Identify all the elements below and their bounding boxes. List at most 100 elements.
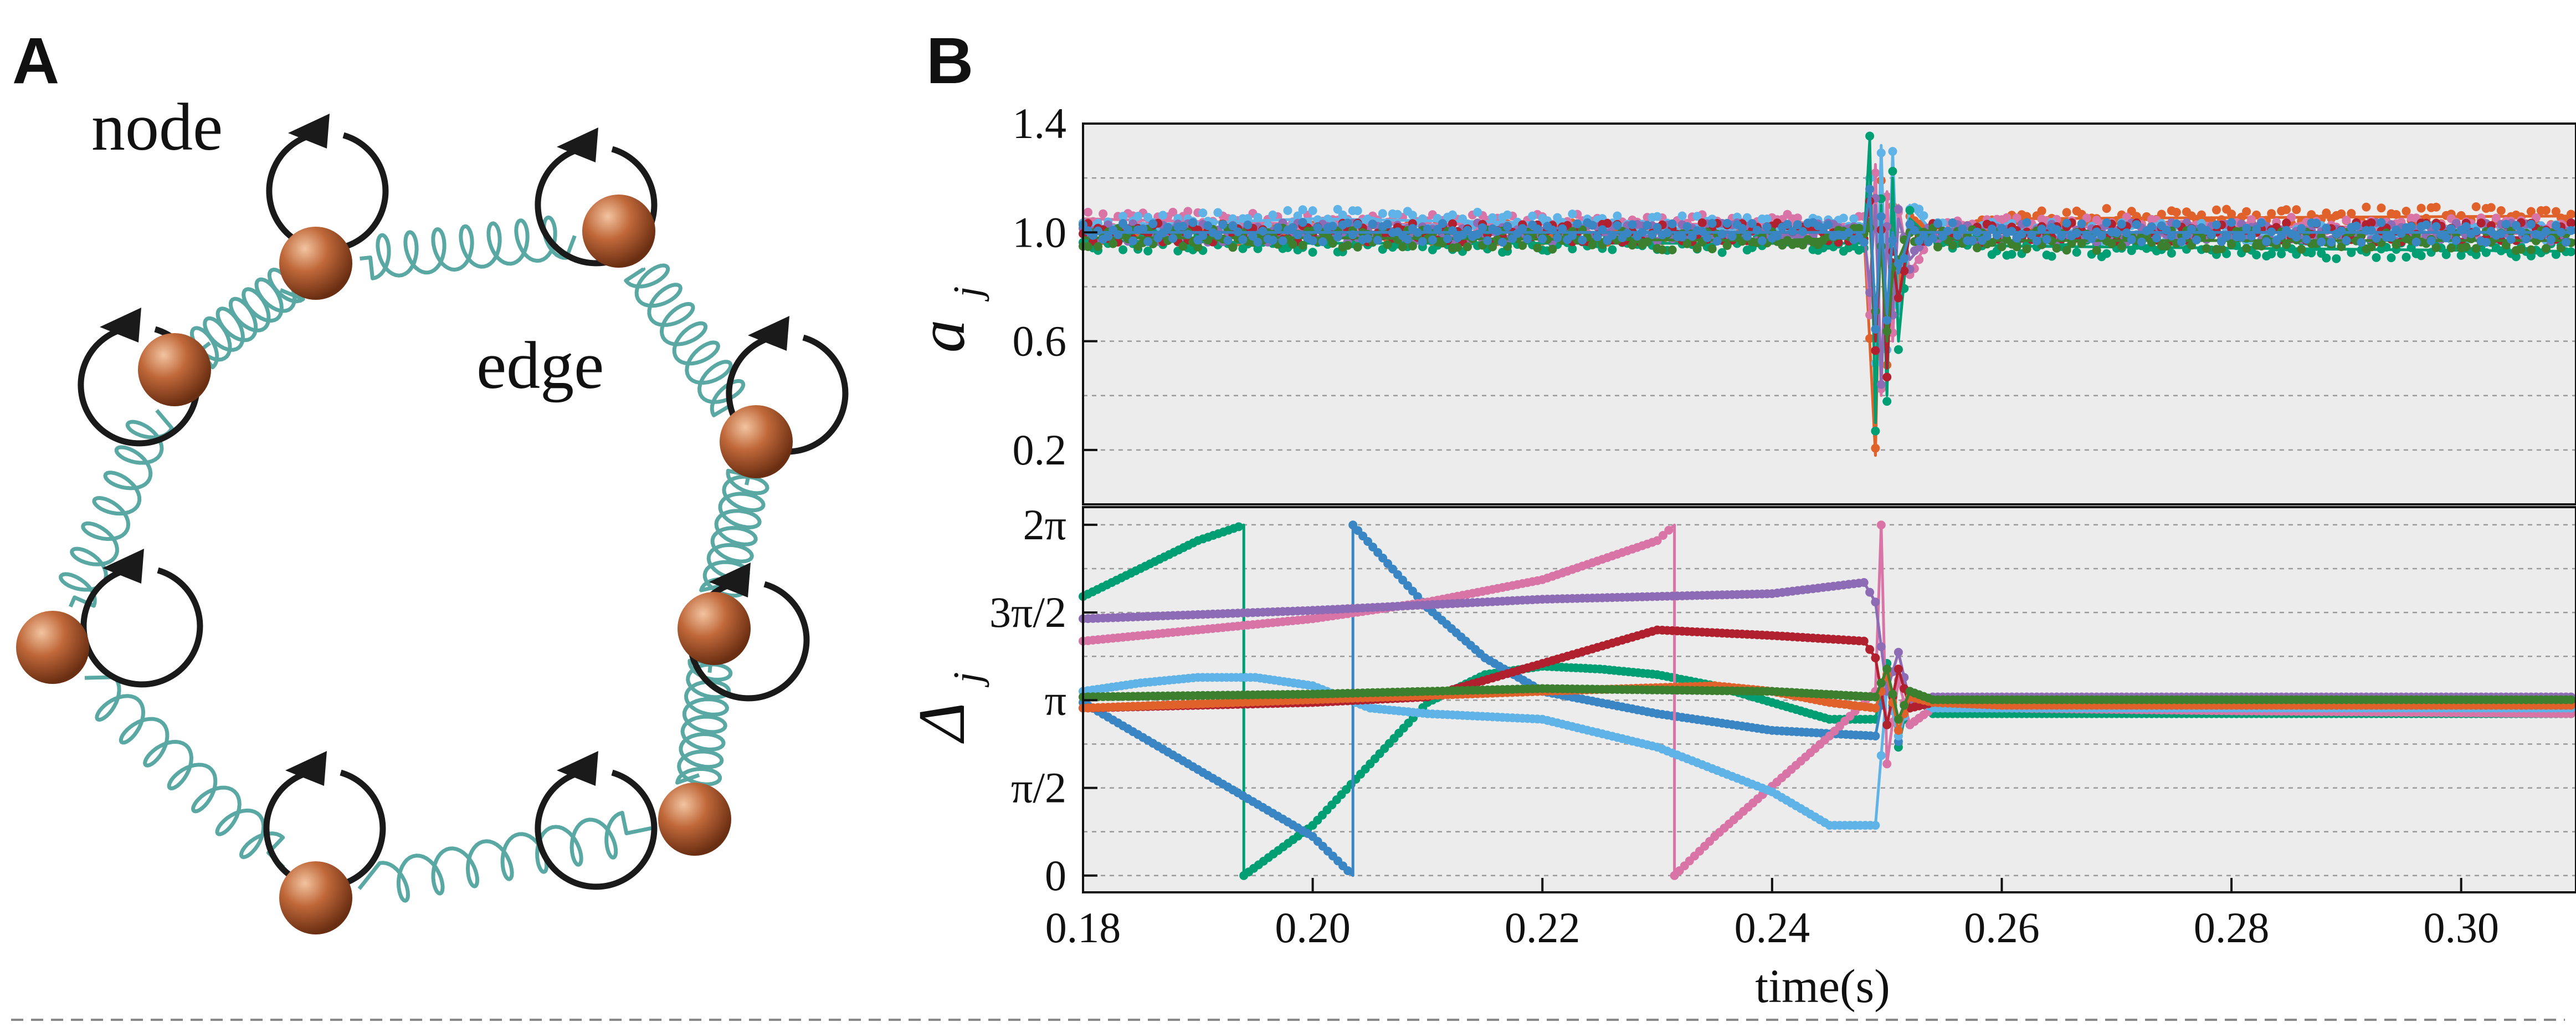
top-series-point <box>2302 235 2311 244</box>
top-series-point <box>1882 326 1892 336</box>
top-series-point <box>2237 233 2246 242</box>
xtick-label-2: 0.22 <box>1505 903 1581 952</box>
top-series-point <box>1722 241 1732 250</box>
top-series-point <box>1888 167 1897 176</box>
top-series-point <box>2416 203 2426 213</box>
bot-series-point <box>1893 665 1903 674</box>
top-series-point <box>2357 238 2366 247</box>
bot-series-point <box>1871 653 1880 662</box>
top-series-point <box>1368 219 1377 229</box>
top-series-point <box>1783 219 1792 229</box>
spring-edge-2 <box>699 468 769 598</box>
bot-series-point <box>1871 732 1880 740</box>
top-series-point <box>1213 208 1223 217</box>
top-series-point <box>1418 214 1427 223</box>
top-series-point <box>1697 227 1707 236</box>
bot-series-point <box>1900 701 1909 710</box>
rotation-arrowhead-1 <box>557 127 598 162</box>
phase-ylabel: Δ <box>905 702 978 743</box>
top-series-point <box>2267 227 2276 237</box>
top-series-point <box>1871 346 1880 355</box>
top-series-point <box>1687 232 1697 241</box>
top-series-point <box>1973 243 1982 253</box>
top-series-point <box>1677 211 1687 221</box>
top-series-point <box>2222 232 2231 241</box>
phase-series <box>1079 520 2576 880</box>
top-series-point <box>1268 210 1277 219</box>
bot-series-point <box>1882 665 1892 674</box>
bot-ytick-label-4: 2π <box>1023 500 1066 549</box>
top-series-point <box>1613 221 1622 230</box>
top-series-point <box>1293 230 1302 239</box>
top-series-point <box>2521 234 2531 244</box>
top-series-point <box>1882 372 1892 382</box>
top-series-point <box>2451 236 2461 245</box>
top-series-point <box>2282 205 2291 214</box>
top-series-point <box>2317 237 2326 247</box>
bot-series-point <box>1871 597 1880 607</box>
top-series-point <box>2337 226 2346 236</box>
top-series-point <box>1662 228 1672 238</box>
top-series-point <box>1498 238 1507 247</box>
top-series-point <box>1997 242 2007 252</box>
top-series-point <box>1353 242 1362 252</box>
top-series-point <box>1893 259 1903 268</box>
top-series-point <box>1865 131 1875 141</box>
top-series-point <box>1793 220 1802 229</box>
top-series-point <box>2027 230 2036 239</box>
top-series-point <box>1953 231 1962 240</box>
top-series-point <box>1478 223 1487 232</box>
top-series-point <box>2242 223 2251 233</box>
top-series-point <box>2172 219 2181 228</box>
top-series-point <box>1308 236 1317 246</box>
top-series-point <box>2107 239 2116 248</box>
bot-series-point <box>1888 689 1897 699</box>
top-series-point <box>1598 225 1607 234</box>
bot-series-point <box>1865 645 1875 654</box>
top-series-point <box>2152 233 2161 243</box>
top-series-point <box>1408 241 1417 251</box>
node-ball-7 <box>138 333 211 406</box>
top-series-point <box>1118 219 1128 228</box>
top-series-point <box>2441 250 2451 259</box>
top-series-point <box>2387 253 2396 263</box>
top-series-point <box>2481 238 2491 247</box>
top-series-point <box>1697 218 1707 227</box>
top-series-point <box>1933 219 1942 228</box>
top-series-point <box>2401 253 2411 262</box>
top-series-point <box>2481 248 2491 257</box>
top-series-point <box>2132 220 2141 229</box>
top-series-point <box>2377 218 2386 227</box>
xtick-label-0: 0.18 <box>1045 903 1121 952</box>
top-series-point <box>2257 218 2266 227</box>
top-series-point <box>2426 236 2436 246</box>
top-series-point <box>1882 315 1892 325</box>
top-series-point <box>1578 236 1587 245</box>
top-series-point <box>1298 205 1307 214</box>
top-series-line-7 <box>1083 190 2576 329</box>
top-series-point <box>2047 252 2056 261</box>
xtick-label-6: 0.30 <box>2423 903 2499 952</box>
top-series-point <box>2307 248 2316 258</box>
spring-edge-1 <box>624 263 746 417</box>
top-series-point <box>2471 202 2481 211</box>
top-series-point <box>2102 204 2111 213</box>
top-series-point <box>2117 242 2126 251</box>
top-series-point <box>2456 211 2466 220</box>
top-series-point <box>2212 220 2221 229</box>
node-label: node <box>91 90 223 165</box>
top-series-point <box>1900 266 1909 275</box>
top-series-point <box>2267 209 2276 218</box>
bot-series-point <box>1876 751 1886 760</box>
top-series-point <box>1473 229 1482 239</box>
top-series-point <box>2087 234 2096 243</box>
top-series-point <box>2516 227 2526 236</box>
top-series-point <box>2227 210 2236 219</box>
top-series-point <box>2476 218 2486 228</box>
top-series-point <box>1653 223 1662 232</box>
top-series-point <box>1353 206 1362 216</box>
bot-series-point <box>1653 536 1662 545</box>
top-series-point <box>2242 207 2251 216</box>
top-series-point <box>1608 245 1617 254</box>
